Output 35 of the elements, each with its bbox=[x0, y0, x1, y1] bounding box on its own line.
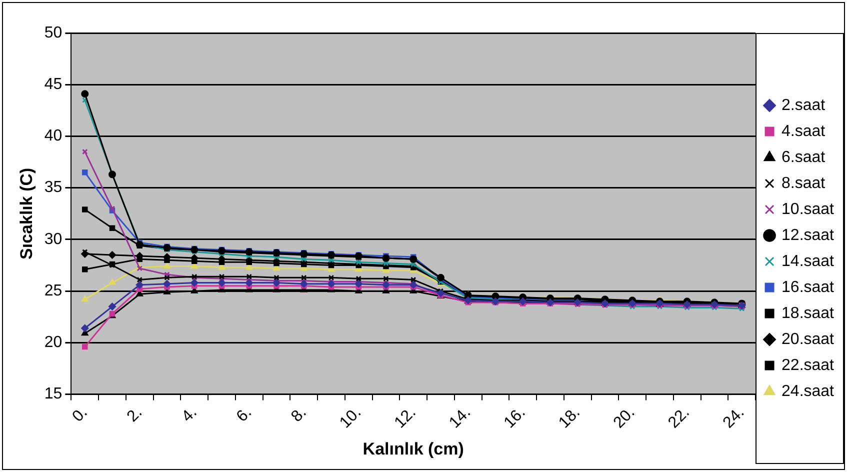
x-tick-label: 4. bbox=[178, 404, 200, 426]
x-tick-label: 14. bbox=[446, 404, 474, 432]
legend-label: 2.saat bbox=[782, 96, 826, 114]
y-tick-label: 20 bbox=[44, 334, 62, 352]
x-tick-label: 2. bbox=[124, 404, 146, 426]
legend-label: 6.saat bbox=[782, 148, 826, 166]
x-tick-label: 12. bbox=[392, 404, 420, 432]
legend-label: 20.saat bbox=[782, 330, 835, 348]
x-tick-label: 6. bbox=[234, 404, 256, 426]
legend-label: 4.saat bbox=[782, 122, 826, 140]
x-tick-label: 18. bbox=[556, 404, 584, 432]
y-tick-label: 30 bbox=[44, 230, 62, 248]
x-tick-label: 16. bbox=[501, 404, 529, 432]
y-tick-label: 25 bbox=[44, 282, 62, 300]
legend-label: 8.saat bbox=[782, 174, 826, 192]
legend-label: 16.saat bbox=[782, 278, 835, 296]
legend-label: 10.saat bbox=[782, 200, 835, 218]
x-tick-label: 24. bbox=[720, 404, 748, 432]
y-tick-label: 15 bbox=[44, 386, 62, 403]
y-tick-label: 40 bbox=[44, 128, 62, 145]
legend-label: 22.saat bbox=[782, 356, 835, 374]
x-tick-label: 8. bbox=[288, 404, 310, 426]
y-axis-title: Sıcaklık (C) bbox=[16, 168, 36, 260]
x-tick-label: 22. bbox=[665, 404, 694, 432]
legend-label: 14.saat bbox=[782, 252, 835, 270]
x-tick-label: 20. bbox=[610, 404, 638, 432]
y-tick-label: 35 bbox=[44, 179, 62, 196]
y-tick-label: 45 bbox=[44, 76, 62, 94]
y-tick-label: 50 bbox=[44, 24, 62, 42]
legend-label: 24.saat bbox=[782, 382, 835, 400]
x-tick-label: 10. bbox=[336, 404, 365, 432]
x-tick-label: 0. bbox=[69, 404, 91, 426]
legend-label: 18.saat bbox=[782, 304, 835, 322]
x-axis-title: Kalınlık (cm) bbox=[362, 439, 464, 458]
legend-label: 12.saat bbox=[782, 226, 835, 244]
